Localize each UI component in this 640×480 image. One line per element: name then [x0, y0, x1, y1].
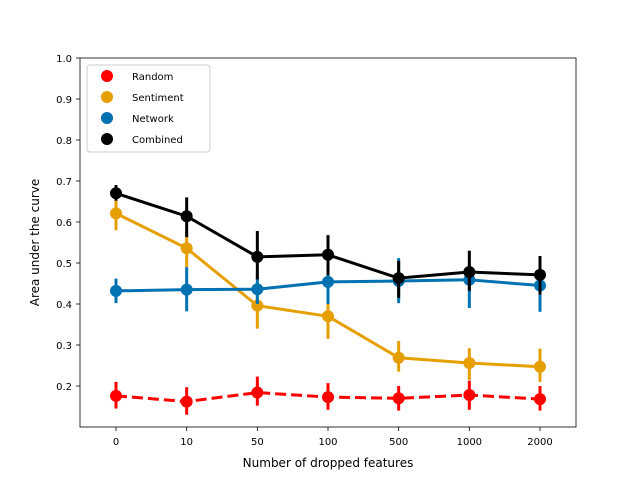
- y-tick-label-6: 0.8: [56, 136, 72, 147]
- x-tick-label-1: 10: [180, 437, 193, 448]
- data-point-random-5: [463, 389, 476, 402]
- y-tick-label-7: 0.9: [56, 95, 72, 106]
- data-point-random-2: [251, 386, 264, 399]
- x-tick-label-0: 0: [113, 437, 119, 448]
- data-point-sentiment-1: [180, 242, 193, 255]
- y-tick-label-4: 0.6: [56, 218, 72, 229]
- data-point-combined-2: [251, 250, 264, 263]
- data-point-sentiment-6: [534, 360, 546, 373]
- series-random: [110, 376, 546, 415]
- y-tick-label-2: 0.4: [56, 300, 72, 311]
- legend-marker-combined: [101, 133, 113, 145]
- data-point-combined-3: [322, 248, 334, 261]
- data-point-random-4: [392, 392, 405, 405]
- data-point-network-3: [322, 275, 334, 288]
- legend-marker-random: [101, 70, 113, 82]
- data-point-random-6: [534, 393, 546, 406]
- y-axis-label: Area under the curve: [28, 179, 42, 307]
- y-tick-label-3: 0.5: [56, 259, 72, 270]
- data-point-network-1: [180, 283, 193, 296]
- data-point-combined-1: [180, 210, 193, 223]
- legend-label-combined: Combined: [132, 135, 183, 146]
- x-axis-label: Number of dropped features: [243, 456, 414, 470]
- x-axis: 0 10 50 100 500 1000 2000: [113, 427, 553, 448]
- y-tick-label-5: 0.7: [56, 177, 72, 188]
- legend-marker-sentiment: [101, 91, 113, 103]
- data-point-random-1: [180, 395, 193, 408]
- legend-label-network: Network: [132, 114, 174, 125]
- x-tick-label-3: 100: [318, 437, 337, 448]
- data-point-combined-0: [110, 187, 122, 200]
- data-point-sentiment-3: [322, 310, 334, 323]
- data-point-random-3: [322, 391, 334, 404]
- data-point-sentiment-4: [392, 351, 405, 364]
- legend-box: [86, 64, 211, 153]
- y-tick-label-8: 1.0: [56, 54, 72, 65]
- series-sentiment: [110, 197, 546, 382]
- x-tick-label-4: 500: [389, 437, 408, 448]
- data-point-sentiment-0: [110, 207, 122, 220]
- legend-label-sentiment: Sentiment: [132, 93, 184, 104]
- legend-label-random: Random: [132, 72, 173, 83]
- y-tick-label-0: 0.2: [56, 382, 72, 393]
- data-point-sentiment-2: [251, 299, 264, 312]
- data-marks: [110, 185, 546, 415]
- data-point-combined-4: [392, 272, 405, 285]
- series-combined: [110, 185, 546, 298]
- legend-marker-network: [101, 112, 113, 124]
- x-tick-label-5: 1000: [457, 437, 482, 448]
- y-axis: 0.2 0.3 0.4 0.5 0.6 0.7 0.8 0.9 1.0: [56, 54, 80, 393]
- data-point-network-2: [251, 283, 264, 296]
- x-tick-label-6: 2000: [527, 437, 552, 448]
- data-point-network-0: [110, 284, 122, 297]
- data-point-combined-6: [534, 268, 546, 281]
- data-point-sentiment-5: [463, 357, 476, 370]
- data-point-combined-5: [463, 266, 476, 279]
- x-tick-label-2: 50: [251, 437, 264, 448]
- y-tick-label-1: 0.3: [56, 341, 72, 352]
- data-point-random-0: [110, 389, 122, 402]
- legend: Random Sentiment Network Combined: [86, 64, 211, 153]
